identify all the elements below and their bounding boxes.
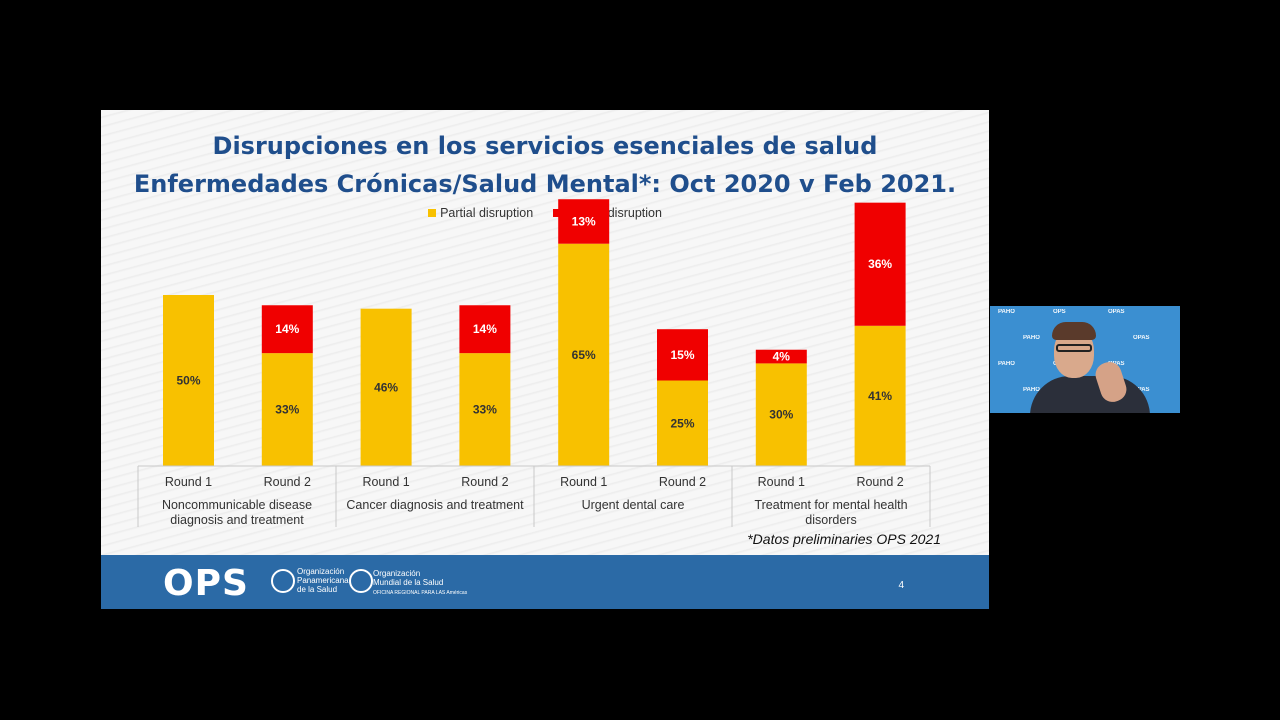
slide-title-line-1: Disrupciones en los servicios esenciales… (212, 132, 878, 160)
participant-video-tile[interactable]: PAHOOPSOPASPAHOOPSOPASPAHOOPSOPASPAHOOPS… (990, 306, 1180, 413)
slide-background (101, 110, 989, 555)
backdrop-logo-text: PAHO (998, 309, 1015, 315)
bar-partial-disruption (657, 380, 708, 466)
paho-emblem-icon (271, 569, 295, 593)
data-label-partial: 50% (176, 374, 200, 388)
bar-partial-disruption (261, 353, 313, 466)
speaker-glasses (1056, 344, 1092, 352)
who-org-name: Organización Mundial de la Salud OFICINA… (373, 569, 467, 598)
speaker-body (1030, 376, 1150, 413)
backdrop-logo-text: PAHO (998, 361, 1015, 367)
group-category-label: Treatment for mental health (754, 498, 907, 512)
bar-severe-disruption (459, 305, 511, 354)
round-tick-label: Round 2 (264, 475, 311, 489)
data-label-partial: 30% (769, 408, 793, 422)
bar-partial-disruption (854, 325, 906, 466)
slide-title-line-2: Enfermedades Crónicas/Salud Mental*: Oct… (133, 170, 957, 198)
speaker-hair (1052, 322, 1096, 340)
bar-partial-disruption (360, 308, 412, 466)
data-label-partial: 33% (473, 403, 497, 417)
bar-chart: 50% 33% 14% 46% 33% 14% 65% 13% 25% 15% 30% 4% 41% 36… (137, 199, 931, 527)
legend-swatch-partial (428, 208, 437, 217)
round-tick-label: Round 2 (461, 475, 508, 489)
bar-partial-disruption (163, 295, 214, 466)
data-label-severe: 13% (572, 214, 596, 228)
who-emblem-icon (349, 569, 373, 593)
bar-severe-disruption (558, 199, 610, 244)
ops-logo: OPS (163, 563, 249, 604)
data-label-partial: 25% (670, 416, 694, 430)
page-number: 4 (898, 580, 904, 591)
data-label-partial: 33% (275, 403, 299, 417)
round-tick-label: Round 1 (560, 475, 607, 489)
who-org-sub: OFICINA REGIONAL PARA LAS Américas (373, 590, 468, 596)
backdrop-logo-text: PAHO (1023, 387, 1040, 393)
paho-org-line: de la Salud (297, 585, 338, 594)
legend-swatch-severe (552, 208, 561, 217)
data-label-partial: 41% (868, 389, 892, 403)
data-label-severe: 14% (473, 322, 497, 336)
backdrop-logo-text: PAHO (1023, 335, 1040, 341)
group-category-label: Cancer diagnosis and treatment (346, 498, 524, 512)
backdrop-logo-text: OPAS (1133, 387, 1150, 393)
group-category-label: Urgent dental care (582, 498, 685, 512)
group-category-label: diagnosis and treatment (170, 513, 304, 527)
round-tick-label: Round 1 (362, 475, 409, 489)
round-tick-label: Round 2 (659, 475, 706, 489)
bar-severe-disruption (755, 349, 807, 364)
who-org-line: Organización (373, 569, 421, 578)
slide-footer: OPS Organización Panamericana de la Salu… (101, 555, 989, 609)
legend-label-partial: Partial disruption (440, 206, 534, 220)
footnote: *Datos preliminaries OPS 2021 (747, 531, 941, 547)
bar-partial-disruption (459, 353, 511, 466)
backdrop-logo-text: OPS (1053, 309, 1066, 315)
paho-org-name: Organización Panamericana de la Salud (297, 567, 349, 594)
bar-severe-disruption (657, 329, 708, 381)
bar-severe-disruption (854, 202, 906, 326)
paho-org-line: Panamericana (297, 576, 349, 585)
round-tick-label: Round 2 (856, 475, 903, 489)
bar-partial-disruption (755, 363, 807, 466)
data-label-severe: 14% (275, 322, 299, 336)
presentation-slide: Disrupciones en los servicios esenciales… (101, 110, 989, 609)
backdrop-logo-text: OPAS (1133, 335, 1150, 341)
data-label-severe: 36% (868, 257, 892, 271)
data-label-partial: 46% (374, 380, 398, 394)
round-tick-label: Round 1 (758, 475, 805, 489)
who-org-line: Mundial de la Salud (373, 578, 444, 587)
group-category-label: Noncommunicable disease (162, 498, 312, 512)
round-tick-label: Round 1 (165, 475, 212, 489)
data-label-partial: 65% (572, 348, 596, 362)
paho-org-line: Organización (297, 567, 345, 576)
data-label-severe: 4% (773, 350, 791, 364)
legend-item-partial: Partial disruption (428, 206, 533, 220)
group-category-label: disorders (805, 513, 856, 527)
backdrop-logo-text: OPAS (1108, 309, 1125, 315)
data-label-severe: 15% (670, 348, 694, 362)
bar-partial-disruption (558, 243, 610, 466)
bar-severe-disruption (261, 305, 313, 354)
